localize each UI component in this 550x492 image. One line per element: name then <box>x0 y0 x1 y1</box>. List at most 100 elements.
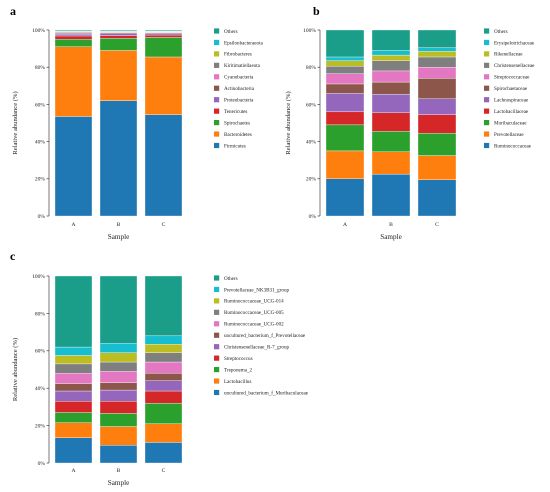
legend-label-c-ruminococcaceae-ucg-014: Ruminococcaceae_UCG-014 <box>224 299 284 305</box>
bar-segment-c-a-others <box>54 275 93 348</box>
bar-segment-c-c-treponema-2 <box>144 402 183 424</box>
bar-segment-a-a-firmicutes <box>54 116 93 217</box>
legend-label-a-epsilonbacteraeota: Epsilonbacteraeota <box>224 40 263 46</box>
y-axis-title-b: Relative abundance (%) <box>285 91 292 154</box>
y-tick-label-a-3: 60% <box>35 102 46 108</box>
bar-segment-b-c-christensenellaceae <box>417 56 457 68</box>
legend-label-a-cyanobacteria: Cyanobacteria <box>224 75 254 81</box>
x-tick-label-c-a: A <box>71 468 75 474</box>
legend-label-c-lactobacillus: Lactobacillus <box>224 379 251 385</box>
legend-swatch-a-cyanobacteria <box>214 74 220 80</box>
bar-segment-c-b-others <box>99 275 138 344</box>
legend-swatch-c-treponema-2 <box>214 367 220 373</box>
legend-swatch-c-uncultured-bacterium-f-prevotellaceae <box>214 332 220 338</box>
bar-segment-c-b-ruminococcaceae-ucg-014 <box>99 352 138 363</box>
bar-segment-b-a-prevotellaceae <box>325 150 365 179</box>
bar-segment-b-b-christensenellaceae <box>371 60 411 72</box>
legend-label-c-uncultured-bacterium-f-prevotellaceae: uncultured_bacterium_f_Prevotellaceae <box>224 332 306 339</box>
bar-segment-c-b-prevotellaceae-nk3b31-group <box>99 343 138 353</box>
panel-b: b 0% 20% 40% 60% 80% 100% Relative abundance (%… <box>285 4 535 241</box>
legend-label-a-actinobacteria: Actinobacteria <box>224 86 255 92</box>
x-tick-label-a-a: A <box>71 222 75 228</box>
x-tick-label-a-b: B <box>117 222 121 228</box>
bar-segment-b-a-lactobacillaceae <box>325 111 365 126</box>
y-tick-label-c-2: 40% <box>35 386 46 392</box>
bar-segment-c-b-christensenellaceae-r-7-group <box>99 389 138 402</box>
bar-segment-b-c-others <box>417 29 457 48</box>
y-tick-label-a-0: 0% <box>38 214 46 220</box>
bar-segment-b-a-ruminococcaceae <box>325 178 365 217</box>
legend-swatch-b-prevotellaceae <box>484 131 490 137</box>
legend-label-c-others: Others <box>224 276 238 282</box>
bar-segment-c-a-ruminococcaceae-ucg-005 <box>54 363 93 374</box>
bar-segment-c-a-treponema-2 <box>54 412 93 423</box>
bar-segment-b-b-ruminococcaceae <box>371 173 411 217</box>
y-tick-label-c-5: 100% <box>32 274 45 280</box>
legend-label-a-bacteroidetes: Bacteroidetes <box>224 132 252 138</box>
bar-segment-c-a-ruminococcaceae-ucg-002 <box>54 373 93 384</box>
legend-swatch-c-others <box>214 275 220 281</box>
bar-segment-a-a-tenericutes <box>54 35 93 40</box>
y-tick-label-a-2: 40% <box>35 140 46 146</box>
legend-swatch-a-kiritimatiellaeota <box>214 62 220 68</box>
bar-segment-a-b-proteobacteria <box>99 33 138 36</box>
bar-segment-b-c-spirochaetaceae <box>417 78 457 99</box>
bar-segment-c-b-uncultured-bacterium-f-prevotellaceae <box>99 382 138 391</box>
legend-swatch-b-others <box>484 28 490 34</box>
y-tick-label-c-3: 60% <box>35 349 46 355</box>
legend-label-c-christensenellaceae-r-7-group: Christensenellaceae_R-7_group <box>224 345 290 351</box>
bar-segment-c-b-ruminococcaceae-ucg-005 <box>99 361 138 372</box>
bar-segment-b-a-streptococcaceae <box>325 73 365 85</box>
bar-segment-a-c-proteobacteria <box>144 33 183 36</box>
bar-segment-b-a-erysipelotrichaceae <box>325 56 365 61</box>
bar-segment-a-c-bacteroidetes <box>144 56 183 115</box>
bar-segment-a-c-others <box>144 29 183 32</box>
legend-label-b-christensenellaceae: Christensenellaceae <box>494 63 535 69</box>
legend-label-c-prevotellaceae-nk3b31-group: Prevotellaceae_NK3B31_group <box>224 287 290 293</box>
legend-label-b-prevotellaceae: Prevotellaceae <box>494 132 524 138</box>
bar-segment-b-b-prevotellaceae <box>371 151 411 175</box>
legend-swatch-a-epsilonbacteraeota <box>214 39 220 46</box>
x-tick-label-c-c: C <box>162 468 166 474</box>
bar-segment-c-a-uncultured-bacterium-f-prevotellaceae <box>54 383 93 392</box>
bar-segment-c-c-others <box>144 275 183 337</box>
bar-segment-b-c-streptococcaceae <box>417 67 457 79</box>
bar-segment-b-b-streptococcaceae <box>371 70 411 83</box>
legend-swatch-b-erysipelotrichaceae <box>484 39 490 46</box>
legend-swatch-c-christensenellaceae-r-7-group <box>214 344 220 350</box>
legend-swatch-b-ruminococcaceae <box>484 142 490 149</box>
bar-segment-c-a-ruminococcaceae-ucg-014 <box>54 355 93 365</box>
bar-segment-b-a-muribaculaceae <box>325 124 365 152</box>
legend-swatch-c-ruminococcaceae-ucg-005 <box>214 309 220 315</box>
bar-segment-b-c-ruminococcaceae <box>417 179 457 217</box>
bar-segment-b-b-muribaculaceae <box>371 131 411 153</box>
y-tick-label-c-4: 80% <box>35 311 46 317</box>
bar-segment-c-b-ruminococcaceae-ucg-002 <box>99 371 138 383</box>
bar-segment-b-b-lachnospiraceae <box>371 93 411 113</box>
legend-swatch-b-rikenellaceae <box>484 51 490 57</box>
legend-label-a-spirochaetes: Spirochaetes <box>224 120 250 126</box>
x-tick-label-b-a: A <box>343 222 347 228</box>
legend-swatch-a-firmicutes <box>214 142 220 149</box>
y-axis-title-c: Relative abundance (%) <box>12 338 19 401</box>
legend-swatch-b-streptococcaceae <box>484 74 490 80</box>
legend-swatch-b-christensenellaceae <box>484 62 490 68</box>
legend-swatch-a-tenericutes <box>214 108 220 114</box>
legend-b: Others Erysipelotrichaceae Rikenellaceae Ch… <box>484 28 535 149</box>
bar-segment-c-c-uncultured-bacterium-f-muribaculaceae <box>144 442 183 464</box>
bar-segment-c-c-ruminococcaceae-ucg-014 <box>144 344 183 353</box>
bar-segment-b-a-spirochaetaceae <box>325 83 365 94</box>
y-tick-label-b-1: 20% <box>306 177 317 183</box>
bar-segment-b-c-lachnospiraceae <box>417 98 457 115</box>
y-tick-label-b-2: 40% <box>306 140 317 146</box>
legend-label-c-uncultured-bacterium-f-muribaculaceae: uncultured_bacterium_f_Muribaculaceae <box>224 389 309 396</box>
bar-segment-a-a-others <box>54 29 93 32</box>
bar-segment-a-c-tenericutes <box>144 34 183 38</box>
legend-label-b-lachnospiraceae: Lachnospiraceae <box>494 98 529 104</box>
bar-segment-a-a-spirochaetes <box>54 39 93 47</box>
bar-segment-a-b-tenericutes <box>99 35 138 39</box>
bar-segment-c-c-lactobacillus <box>144 423 183 443</box>
legend-swatch-a-bacteroidetes <box>214 131 220 137</box>
legend-label-a-others: Others <box>224 29 238 35</box>
